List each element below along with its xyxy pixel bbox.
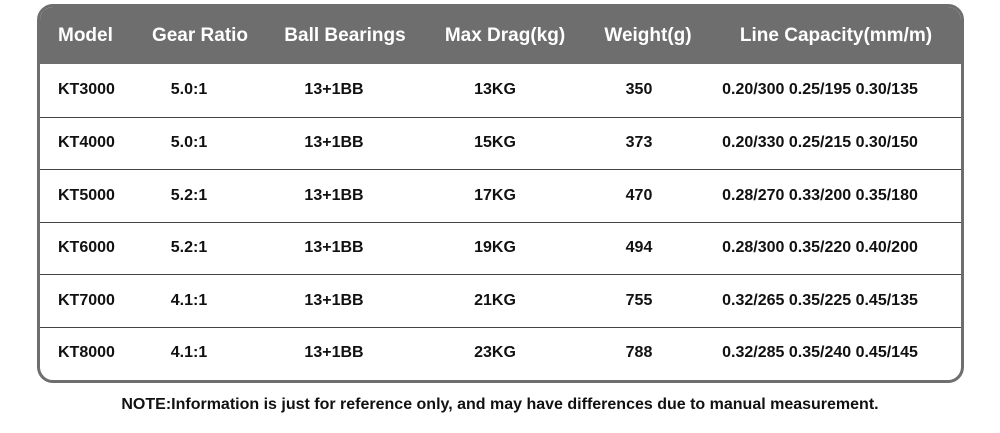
table-cell: 0.20/300 0.25/195 0.30/135: [722, 81, 918, 99]
note: NOTE:Information is just for reference o…: [121, 396, 879, 413]
row-separator: [40, 327, 961, 328]
table-cell: 13KG: [474, 81, 516, 99]
table-cell: 0.32/285 0.35/240 0.45/145: [722, 344, 918, 362]
table-cell: 19KG: [474, 239, 516, 257]
column-header: Ball Bearings: [284, 25, 406, 46]
table-cell: 5.2:1: [170, 186, 208, 204]
table-cell: 0.20/330 0.25/215 0.30/150: [722, 133, 918, 151]
table-cell: 494: [625, 239, 653, 257]
table-cell: KT6000: [58, 239, 115, 257]
column-header: Model: [58, 25, 113, 46]
row-separator: [40, 221, 961, 223]
table-cell: 350: [625, 81, 653, 99]
spec-table: Model Gear Ratio Ball Bearings Max Drag(kg)…: [37, 4, 964, 383]
table-cell: 788: [625, 344, 653, 362]
table-cell: KT5000: [58, 186, 115, 204]
table-cell: 5.0:1: [170, 133, 208, 151]
column-header: Gear Ratio: [151, 25, 249, 46]
table-cell: 23KG: [474, 344, 516, 362]
table-cell: KT3000: [58, 81, 115, 99]
table-cell: 13+1BB: [304, 186, 364, 204]
table-cell: KT7000: [58, 291, 115, 309]
table-cell: 0.32/265 0.35/225 0.45/135: [722, 291, 918, 309]
table-cell: 21KG: [474, 291, 516, 309]
column-header: Line Capacity(mm/m): [739, 25, 933, 46]
table-cell: 373: [625, 133, 653, 151]
column-header: Max Drag(kg): [444, 25, 566, 46]
table-cell: 17KG: [474, 186, 516, 204]
table-cell: 470: [625, 186, 653, 204]
table-cell: 0.28/270 0.33/200 0.35/180: [722, 186, 918, 204]
table-cell: 13+1BB: [304, 291, 364, 309]
table-cell: 13+1BB: [304, 133, 364, 151]
row-separator: [40, 169, 961, 171]
table-cell: 13+1BB: [304, 239, 364, 257]
table-cell: 4.1:1: [170, 344, 208, 362]
table-cell: 4.1:1: [170, 291, 208, 309]
table-cell: 13+1BB: [304, 81, 364, 99]
table-cell: KT8000: [58, 344, 115, 362]
table-cell: KT4000: [58, 133, 115, 151]
table-cell: 0.28/300 0.35/220 0.40/200: [722, 239, 918, 257]
table-cell: 755: [625, 291, 653, 309]
table-header: [40, 7, 961, 64]
table-cell: 5.0:1: [170, 81, 208, 99]
table-cell: 13+1BB: [304, 344, 364, 362]
table-cell: 15KG: [474, 133, 516, 151]
column-header: Weight(g): [604, 25, 692, 46]
row-separator: [40, 116, 961, 118]
table-cell: 5.2:1: [170, 239, 208, 257]
row-separator: [40, 274, 961, 276]
